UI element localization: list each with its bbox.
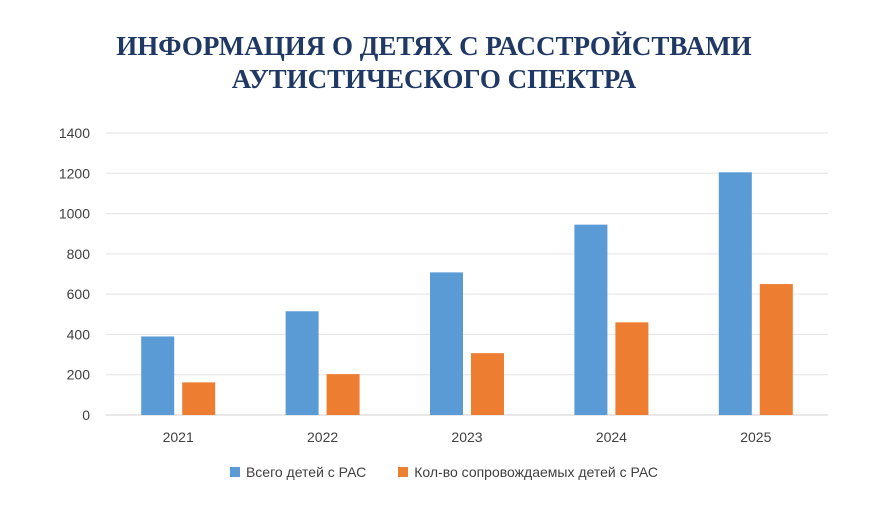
legend-swatch-total (229, 467, 240, 477)
y-tick-label-0: 0 (82, 407, 90, 423)
legend: Всего детей с РАС Кол-во сопровождаемых … (0, 464, 888, 480)
bar-accompanied-2021 (182, 382, 216, 415)
bar-total-2025 (718, 172, 752, 415)
x-tick-label-2025: 2025 (740, 429, 771, 445)
legend-label-accompanied: Кол-во сопровождаемых детей с РАС (414, 464, 659, 480)
chart-title-line-2: АУТИСТИЧЕСКОГО СПЕКТРА (231, 64, 637, 94)
bar-accompanied-2024 (615, 322, 649, 415)
bar-accompanied-2025 (759, 284, 793, 415)
y-tick-label-600: 600 (67, 286, 91, 302)
legend-label-total: Всего детей с РАС (245, 464, 367, 480)
chart-title: ИНФОРМАЦИЯ О ДЕТЯХ С РАССТРОЙСТВАМИ АУТИ… (0, 30, 868, 96)
bar-total-2022 (285, 311, 319, 415)
chart-title-line-1: ИНФОРМАЦИЯ О ДЕТЯХ С РАССТРОЙСТВАМИ (116, 31, 752, 61)
y-tick-label-200: 200 (67, 367, 91, 383)
bar-total-2024 (574, 224, 608, 415)
x-tick-label-2023: 2023 (451, 429, 482, 445)
x-tick-label-2022: 2022 (307, 429, 338, 445)
y-tick-label-1400: 1400 (59, 125, 90, 141)
legend-item-accompanied: Кол-во сопровождаемых детей с РАС (398, 464, 658, 480)
y-tick-label-400: 400 (67, 326, 91, 342)
x-tick-label-2024: 2024 (596, 429, 627, 445)
legend-item-total: Всего детей с РАС (229, 464, 367, 480)
bar-accompanied-2023 (471, 353, 504, 415)
bar-accompanied-2022 (326, 374, 360, 415)
bar-total-2021 (141, 336, 175, 415)
bar-chart: 0 200 400 600 800 1000 1200 1400 2021 2022 2023 202… (59, 125, 828, 445)
legend-swatch-accompanied (398, 467, 409, 477)
y-tick-label-1200: 1200 (59, 165, 90, 181)
y-tick-label-800: 800 (67, 246, 91, 262)
bar-total-2023 (430, 272, 463, 415)
x-tick-label-2021: 2021 (163, 429, 194, 445)
y-tick-label-1000: 1000 (59, 206, 90, 222)
